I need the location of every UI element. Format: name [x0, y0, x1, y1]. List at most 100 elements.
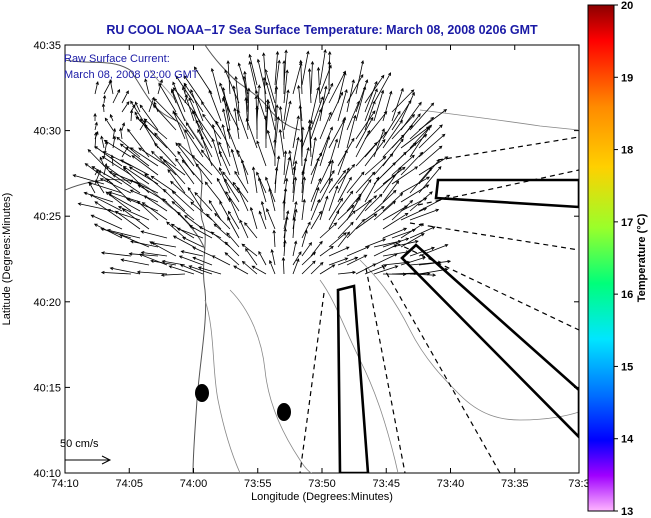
current-vector — [269, 259, 276, 275]
current-vector — [166, 221, 186, 239]
current-vector — [409, 273, 437, 277]
current-vector — [382, 237, 410, 248]
current-vector — [319, 177, 333, 203]
current-vector — [355, 110, 376, 140]
current-vector — [108, 171, 141, 185]
current-vector — [208, 89, 222, 122]
current-vector — [247, 87, 251, 122]
current-vector — [299, 59, 303, 95]
current-vector — [301, 50, 310, 86]
current-vector — [211, 255, 231, 266]
current-vector — [283, 89, 290, 122]
current-vector — [109, 79, 114, 95]
current-vector — [104, 117, 114, 131]
current-vector — [183, 75, 204, 104]
x-tick-label: 73:35 — [501, 478, 529, 490]
current-vector — [310, 60, 315, 95]
current-vector — [240, 159, 249, 185]
current-vector — [112, 88, 121, 104]
current-vector — [364, 74, 385, 104]
current-vector — [328, 257, 349, 266]
current-vector — [364, 205, 385, 221]
y-tick-label: 40:15 — [33, 382, 61, 394]
current-vector — [245, 247, 258, 266]
colorbar-tick-label: 15 — [621, 361, 633, 373]
current-vector — [100, 270, 132, 275]
current-vector — [150, 175, 177, 194]
current-vector — [409, 102, 435, 131]
current-vector — [214, 212, 231, 230]
current-vector — [337, 176, 352, 203]
x-tick-label: 74:00 — [180, 478, 208, 490]
current-vector — [233, 107, 240, 140]
current-vector — [346, 246, 370, 257]
current-vector — [282, 60, 286, 95]
current-vector — [175, 142, 195, 167]
current-vector — [310, 198, 321, 221]
current-vector — [346, 100, 360, 131]
current-vector — [114, 210, 141, 230]
current-vector — [373, 72, 392, 104]
current-vector — [364, 264, 388, 275]
current-vector — [87, 148, 114, 176]
current-vector — [373, 265, 399, 275]
current-vector — [337, 88, 348, 122]
current-vector — [319, 169, 335, 194]
current-vector — [319, 160, 332, 185]
current-vector — [106, 228, 141, 239]
current-vector — [308, 119, 312, 149]
current-vector — [242, 75, 249, 113]
current-vector — [316, 66, 321, 104]
current-vector — [274, 50, 280, 86]
current-vector — [272, 229, 276, 248]
current-vector — [346, 114, 357, 149]
current-vector — [409, 116, 435, 140]
current-vector — [418, 244, 449, 257]
current-vector — [283, 150, 288, 176]
y-tick-label: 40:30 — [33, 126, 61, 138]
current-vector — [400, 91, 415, 122]
current-vector — [310, 177, 322, 203]
current-vector — [391, 99, 412, 131]
current-vector — [100, 135, 105, 149]
current-vector — [251, 265, 267, 275]
current-vector — [266, 207, 276, 230]
current-vector — [409, 124, 433, 149]
colorbar — [587, 4, 615, 512]
current-vector — [208, 199, 222, 221]
x-axis: 74:10 74:05 74:00 73:55 73:50 73:45 73:40 73:35… — [51, 45, 590, 490]
current-vector — [337, 221, 354, 239]
current-vector — [418, 124, 443, 149]
buoy-marker — [195, 384, 209, 402]
current-vector — [328, 159, 334, 185]
x-axis-label: Longitude (Degrees:Minutes) — [251, 491, 393, 503]
current-vector — [328, 210, 340, 230]
current-vector — [221, 86, 231, 122]
current-vector — [278, 105, 285, 140]
current-vector — [409, 208, 440, 221]
current-vector — [292, 258, 300, 275]
current-vector — [262, 76, 267, 113]
current-vector — [256, 171, 267, 194]
current-vector — [219, 200, 231, 221]
current-vector — [224, 178, 240, 203]
current-vector — [103, 162, 108, 176]
current-vector — [129, 179, 159, 194]
current-vector — [355, 79, 369, 113]
y-tick-label: 40:35 — [33, 40, 61, 52]
current-vector — [319, 111, 332, 140]
current-vector — [283, 227, 287, 248]
current-vector — [301, 169, 305, 194]
current-vector — [215, 120, 231, 149]
current-vector — [391, 87, 404, 122]
current-vector — [391, 199, 414, 221]
current-vector — [121, 122, 126, 131]
current-vector — [222, 108, 231, 140]
current-vector — [236, 186, 249, 212]
current-vector — [95, 179, 105, 194]
current-vector — [382, 227, 408, 239]
current-vector — [256, 140, 267, 167]
current-vector — [137, 184, 168, 203]
current-vector — [172, 87, 195, 113]
current-vector — [391, 154, 415, 176]
